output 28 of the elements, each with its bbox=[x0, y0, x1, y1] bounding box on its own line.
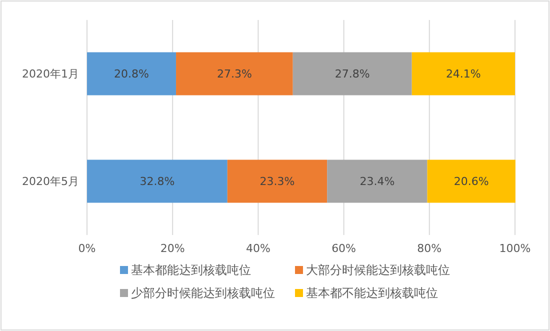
bar bbox=[292, 52, 412, 96]
x-tick-label: 80% bbox=[417, 242, 442, 255]
legend-label: 少部分时候能达到核载吨位 bbox=[131, 286, 275, 300]
bar bbox=[227, 160, 328, 203]
data-label: 20.6% bbox=[454, 175, 489, 188]
data-label: 20.8% bbox=[114, 68, 149, 81]
data-label: 24.1% bbox=[446, 68, 481, 81]
legend-label: 大部分时候能达到核载吨位 bbox=[306, 263, 450, 278]
legend-label: 基本都能达到核载吨位 bbox=[131, 263, 251, 278]
bar bbox=[327, 160, 428, 203]
bar bbox=[412, 52, 515, 96]
x-tick-label: 100% bbox=[499, 242, 531, 255]
x-tick-label: 40% bbox=[246, 242, 270, 255]
data-label: 27.3% bbox=[216, 68, 252, 81]
x-tick-label: 20% bbox=[160, 242, 185, 255]
bar bbox=[87, 52, 176, 96]
bar bbox=[87, 160, 228, 203]
bar bbox=[176, 52, 293, 96]
y-tick-label: 2020年1月 bbox=[22, 68, 79, 81]
legend-label: 基本都不能达到核载吨位 bbox=[306, 286, 438, 300]
data-label: 32.8% bbox=[140, 175, 175, 188]
data-label: 23.3% bbox=[260, 175, 295, 188]
bar bbox=[427, 160, 516, 203]
x-tick-label: 60% bbox=[332, 242, 356, 255]
x-tick-label: 0% bbox=[78, 242, 96, 255]
data-label: 23.4% bbox=[360, 175, 395, 188]
y-tick-label: 2020年5月 bbox=[22, 175, 79, 188]
data-label: 27.8% bbox=[334, 68, 370, 81]
